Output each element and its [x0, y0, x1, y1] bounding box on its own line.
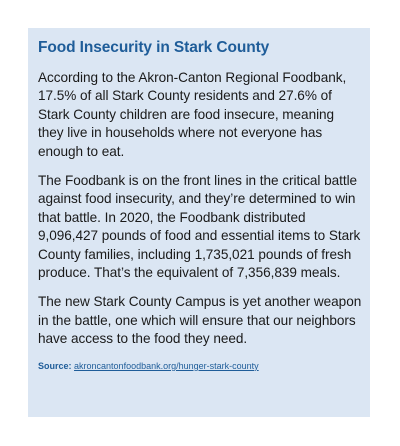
- food-insecurity-sidebar: Food Insecurity in Stark County Accordin…: [28, 28, 370, 417]
- paragraph-campus: The new Stark County Campus is yet anoth…: [38, 294, 362, 347]
- paragraph-foodbank-distribution: The Foodbank is on the front lines in th…: [38, 173, 361, 281]
- source-label: Source:: [38, 360, 72, 371]
- source-link[interactable]: akroncantonfoodbank.org/hunger-stark-cou…: [74, 360, 259, 371]
- paragraph-statistics: According to the Akron-Canton Regional F…: [38, 70, 347, 159]
- sidebar-title: Food Insecurity in Stark County: [38, 39, 270, 56]
- source-citation: Source: akroncantonfoodbank.org/hunger-s…: [38, 360, 362, 373]
